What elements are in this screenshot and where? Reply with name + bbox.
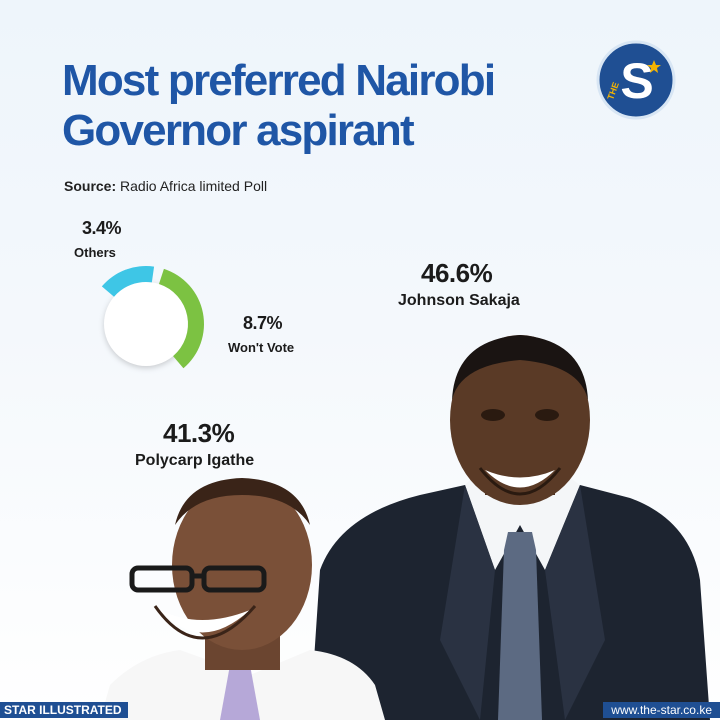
- sakaja-percentage: 46.6%: [421, 258, 493, 288]
- others-label: Others: [74, 245, 116, 260]
- igathe-label: Polycarp Igathe: [135, 452, 255, 469]
- title-line-1: Most preferred Nairobi: [62, 56, 496, 105]
- sakaja-label: Johnson Sakaja: [398, 292, 520, 309]
- footer-credit: STAR ILLUSTRATED: [0, 702, 128, 718]
- wont-vote-label: Won't Vote: [228, 340, 295, 355]
- source-label: Source:: [64, 178, 117, 194]
- source-line: Source: Radio Africa limited Poll: [64, 178, 267, 194]
- donut-chart: [101, 266, 204, 369]
- donut-slice-wont-vote: [158, 268, 204, 369]
- source-text: Radio Africa limited Poll: [120, 178, 268, 194]
- logo-star-icon: [647, 60, 661, 73]
- igathe-percentage: 41.3%: [163, 418, 235, 448]
- others-percentage: 3.4%: [82, 218, 122, 238]
- wont-vote-percentage: 8.7%: [243, 313, 283, 333]
- footer-website[interactable]: www.the-star.co.ke: [603, 702, 720, 718]
- donut-center: [104, 282, 188, 366]
- logo-letter: S: [620, 53, 653, 109]
- donut-slice-others: [101, 266, 155, 297]
- igathe-photo: [100, 478, 385, 720]
- title-line-2: Governor aspirant: [62, 106, 415, 155]
- sakaja-photo: [310, 335, 710, 720]
- chart-title: Most preferred Nairobi Governor aspirant: [62, 56, 496, 156]
- the-star-logo: S THE: [596, 40, 676, 120]
